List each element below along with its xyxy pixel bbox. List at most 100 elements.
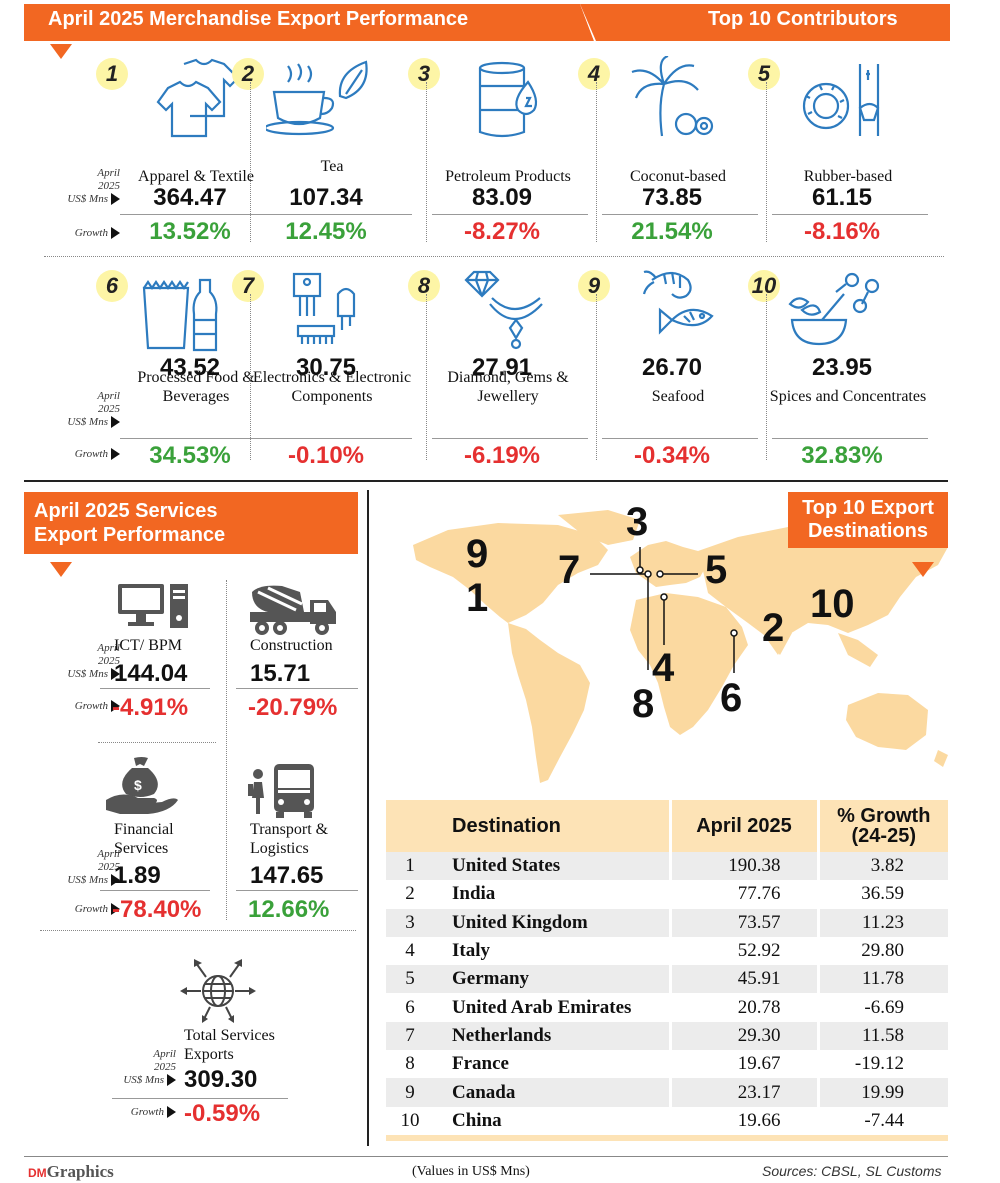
service-value: 15.71	[250, 660, 311, 687]
oil-barrel-icon	[476, 60, 546, 145]
product-value: 61.15	[811, 184, 873, 211]
value-rule	[236, 890, 358, 891]
map-label-8: 8	[632, 682, 655, 726]
value-rule	[100, 688, 210, 689]
product-name: Apparel & Textile	[138, 168, 254, 185]
table-row: 10 China 19.66 -7.44	[386, 1106, 948, 1135]
april-value-cell: 19.66	[668, 1106, 818, 1135]
money-hand-icon: $	[104, 756, 180, 823]
rank-cell: 9	[386, 1078, 434, 1107]
country-cell: Canada	[434, 1078, 670, 1107]
rank-cell: 5	[386, 965, 434, 994]
shrimp-fish-icon	[642, 266, 726, 355]
column-separator	[766, 294, 767, 460]
map-label-7: 7	[558, 548, 581, 592]
map-label-6: 6	[720, 676, 743, 720]
product-name: Seafood	[651, 388, 705, 405]
growth-row-label: Growth	[40, 227, 120, 240]
rank-badge: 7	[232, 270, 264, 302]
table-row: 4 Italy 52.92 29.80	[386, 936, 948, 966]
rank-cell: 6	[405, 996, 415, 1018]
country-cell: China	[452, 1109, 502, 1131]
product-growth: 12.45%	[285, 218, 367, 245]
tea-cup-icon	[263, 60, 376, 145]
total-services-name: Total Services Exports	[184, 1027, 275, 1063]
value-rule	[772, 438, 928, 439]
growth-cell: -19.12	[816, 1050, 948, 1079]
table-row: 9 Canada 23.17 19.99	[386, 1078, 948, 1107]
rank-badge: 10	[748, 270, 780, 302]
value-rule	[602, 214, 758, 215]
map-label-10: 10	[810, 582, 855, 626]
value-rule	[256, 214, 412, 215]
total-services-growth: -0.59%	[184, 1100, 261, 1127]
service-name: ICT/ BPM	[114, 637, 183, 654]
rank-badge: 6	[96, 270, 128, 302]
value-rule	[432, 438, 588, 439]
vertical-section-divider	[367, 490, 369, 1146]
rank-badge: 3	[408, 58, 440, 90]
map-label-5: 5	[705, 548, 728, 592]
april-value-cell: 20.78	[668, 993, 818, 1022]
growth-cell: 29.80	[816, 936, 948, 966]
table-row: 1 United States 190.38 3.82	[386, 852, 948, 881]
rubber-tire-icon	[800, 60, 890, 145]
growth-cell: -6.69	[816, 993, 948, 1022]
growth-cell: 36.59	[816, 880, 948, 909]
cement-truck-icon	[248, 582, 340, 643]
growth-row-label: Growth	[36, 700, 120, 713]
rank-badge: 1	[96, 58, 128, 90]
column-separator	[596, 294, 597, 460]
services-total-separator	[40, 930, 356, 931]
row-separator	[44, 256, 944, 257]
diamond-necklace-icon	[462, 268, 546, 357]
spices-icon	[786, 270, 882, 355]
column-separator	[250, 294, 251, 460]
country-cell: United Kingdom	[434, 908, 670, 937]
country-cell: Italy	[452, 940, 490, 962]
services-pointer	[50, 562, 72, 577]
table-header-row: Destination April 2025 % Growth (24-25)	[386, 800, 948, 852]
rank-badge: 4	[578, 58, 610, 90]
value-rule	[120, 438, 276, 439]
growth-row-label: Growth	[40, 448, 120, 461]
growth-row-label: Growth	[92, 1106, 176, 1119]
computer-icon	[116, 582, 192, 637]
product-growth: -8.16%	[803, 218, 881, 245]
april-value-cell: 29.30	[668, 1021, 818, 1051]
column-separator	[426, 82, 427, 242]
value-rule	[100, 890, 210, 891]
product-name: Processed Food & Beverages	[137, 369, 255, 405]
service-growth: 12.66%	[248, 896, 330, 923]
product-name: Coconut-based	[630, 168, 726, 185]
growth-cell: -7.44	[816, 1106, 948, 1135]
table-row: 8 France 19.67 -19.12	[386, 1050, 948, 1079]
country-cell: United Arab Emirates	[452, 996, 632, 1018]
rank-cell: 2	[405, 883, 415, 905]
product-growth: -8.27%	[463, 218, 541, 245]
product-name: Spices and Concentrates	[769, 388, 927, 405]
coconut-palm-icon	[628, 54, 718, 145]
merchandise-title-banner	[24, 4, 576, 41]
april-value-cell: 190.38	[668, 852, 818, 881]
rank-cell: 7	[386, 1021, 434, 1051]
map-label-2: 2	[762, 606, 785, 650]
service-name: Transport & Logistics	[250, 821, 329, 857]
header-pointer	[50, 44, 72, 59]
world-map	[413, 510, 948, 783]
rank-cell: 3	[386, 908, 434, 937]
value-row-label: April 2025 US$ Mns	[67, 642, 120, 681]
service-value: 147.65	[250, 862, 324, 889]
table-footer-bar	[386, 1134, 948, 1141]
country-cell: United States	[434, 852, 670, 881]
rank-cell: 8	[405, 1053, 415, 1075]
map-label-1: 1	[466, 576, 489, 620]
map-label-3: 3	[626, 500, 649, 544]
growth-column-header: % Growth (24-25)	[816, 800, 948, 852]
column-separator	[426, 294, 427, 460]
total-value-rule	[112, 1098, 288, 1099]
growth-cell: 11.23	[816, 908, 948, 937]
map-label-9: 9	[466, 532, 489, 576]
value-row-label: April 2025 US$ Mns	[67, 848, 120, 887]
service-name: Construction	[250, 637, 333, 654]
